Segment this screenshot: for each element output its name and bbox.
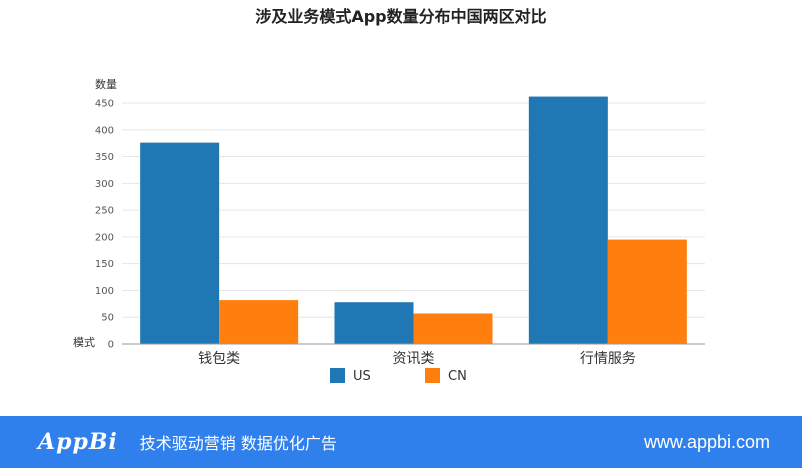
legend-swatch-cn [425,368,440,383]
y-tick-label: 200 [95,232,114,243]
category-label: 行情服务 [580,351,636,367]
bar-us-3 [528,96,608,344]
y-tick-label: 100 [95,286,114,297]
bar-cn-2 [413,313,493,344]
y-tick-label: 350 [95,152,114,163]
y-tick-label: 0 [108,340,114,351]
footer-website: www.appbi.com [643,431,770,452]
bar-us-1 [140,142,220,344]
y-tick-label: 150 [95,259,114,270]
category-label: 钱包类 [198,351,240,367]
y-tick-label: 250 [95,206,114,217]
x-axis-label: 模式 [73,336,95,349]
category-labels: 钱包类 资讯类 行情服务 [198,351,636,367]
bar-us-2 [334,302,414,344]
legend: US CN [330,368,467,384]
category-label: 资讯类 [393,351,435,367]
legend-swatch-us [330,368,345,383]
y-tick-label: 50 [101,313,114,324]
legend-label-us: US [353,369,371,384]
bar-cn-3 [607,239,687,344]
bar-chart: 涉及业务模式App数量分布中国两区对比 数量 模式 0 50 100 150 200 25… [73,7,705,384]
footer-slogan: 技术驱动营销 数据优化广告 [139,434,337,453]
y-axis-ticks: 0 50 100 150 200 250 300 350 400 450 [95,99,114,351]
y-tick-label: 300 [95,179,114,190]
bars [140,96,687,344]
bar-cn-1 [219,300,299,344]
y-tick-label: 400 [95,125,114,136]
legend-label-cn: CN [448,369,467,384]
appbi-logo: AppBi [38,429,118,455]
footer-banner: AppBi 技术驱动营销 数据优化广告 www.appbi.com [0,416,802,468]
chart-title: 涉及业务模式App数量分布中国两区对比 [255,7,546,26]
y-tick-label: 450 [95,99,114,110]
y-axis-label: 数量 [95,78,117,91]
